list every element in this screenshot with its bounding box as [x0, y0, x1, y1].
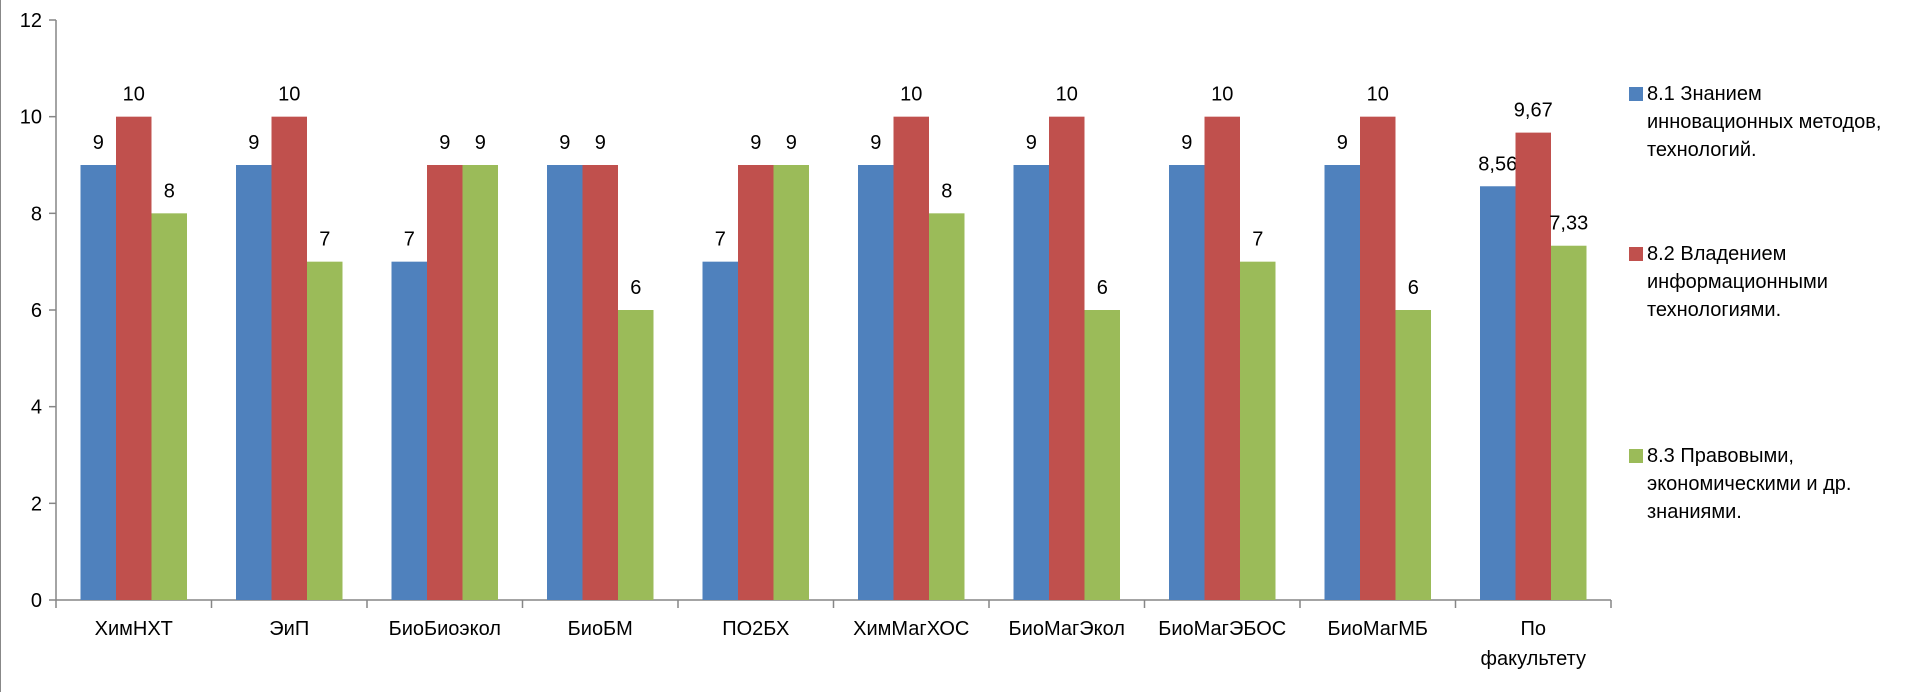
bar	[1360, 116, 1396, 601]
bar	[738, 165, 774, 600]
bar	[1240, 261, 1276, 600]
legend-swatch	[1629, 87, 1643, 101]
x-category-label: БиоМагЭкол	[1009, 618, 1125, 640]
data-label: 6	[630, 277, 641, 299]
bar	[582, 165, 618, 600]
x-category-label: ПО2БХ	[722, 618, 789, 640]
x-category-label: БиоМагЭБОС	[1158, 618, 1286, 640]
legend-item: 8.1 Знанием инновационных методов, техно…	[1629, 80, 1909, 164]
data-label: 7	[404, 229, 415, 251]
data-label: 8	[941, 180, 952, 202]
y-tick-label: 8	[31, 203, 42, 225]
legend-swatch	[1629, 449, 1643, 463]
bar	[1049, 116, 1085, 601]
legend-label: 8.3 Правовыми, экономическими и др. знан…	[1647, 445, 1852, 523]
bar	[618, 310, 654, 600]
data-label: 7	[1252, 229, 1263, 251]
data-label: 9	[750, 132, 761, 154]
bar	[1324, 165, 1360, 600]
bar	[858, 165, 894, 600]
data-label: 10	[278, 84, 300, 106]
data-label: 7,33	[1549, 213, 1588, 235]
legend-item: 8.3 Правовыми, экономическими и др. знан…	[1629, 442, 1909, 526]
bar	[702, 261, 738, 600]
bar	[462, 165, 498, 600]
bar	[1013, 165, 1049, 600]
data-label: 7	[715, 229, 726, 251]
bar	[307, 261, 343, 600]
data-label: 9	[475, 132, 486, 154]
bar-chart: 0 2 4 6 8 10 12 9 9 7 9 7 9 9 9 9 8,56 10 10 9 9 9 10 10 10 10 9,6…	[20, 10, 1612, 670]
data-label: 6	[1097, 277, 1108, 299]
bar	[1084, 310, 1120, 600]
data-label: 10	[1056, 84, 1078, 106]
data-label: 9	[1181, 132, 1192, 154]
bar	[1515, 132, 1551, 600]
bar	[773, 165, 809, 600]
data-label: 10	[1367, 84, 1389, 106]
data-label: 9	[559, 132, 570, 154]
y-tick-label: 4	[31, 397, 42, 419]
y-tick-label: 12	[20, 10, 42, 32]
data-label: 9,67	[1514, 100, 1553, 122]
data-label: 8,56	[1478, 153, 1517, 175]
data-label: 10	[1211, 84, 1233, 106]
x-category-label: ХимМагХОС	[853, 618, 969, 640]
bar	[236, 165, 272, 600]
bar	[1169, 165, 1205, 600]
data-label: 10	[123, 84, 145, 106]
bar	[1480, 186, 1516, 600]
bar	[929, 213, 965, 601]
data-label: 9	[1337, 132, 1348, 154]
bar	[1395, 310, 1431, 600]
y-tick-label: 6	[31, 300, 42, 322]
data-label: 9	[786, 132, 797, 154]
bar	[547, 165, 583, 600]
bar	[427, 165, 463, 600]
bar	[116, 116, 152, 601]
legend-label: 8.2 Владением информационными технология…	[1647, 243, 1828, 321]
x-category-label: По факультету	[1481, 618, 1586, 670]
bar	[80, 165, 116, 600]
bar	[1551, 245, 1587, 600]
y-tick-label: 2	[31, 493, 42, 515]
data-label: 9	[248, 132, 259, 154]
x-category-label: ХимНХТ	[95, 618, 173, 640]
data-label: 7	[319, 229, 330, 251]
data-label: 6	[1408, 277, 1419, 299]
data-label: 9	[439, 132, 450, 154]
data-label: 10	[900, 84, 922, 106]
data-label: 9	[595, 132, 606, 154]
bar	[893, 116, 929, 601]
data-label: 9	[1026, 132, 1037, 154]
legend-label: 8.1 Знанием инновационных методов, техно…	[1647, 83, 1882, 161]
legend-swatch	[1629, 247, 1643, 261]
data-label: 8	[164, 180, 175, 202]
bar	[271, 116, 307, 601]
y-tick-label: 0	[31, 590, 42, 612]
x-category-label: БиоМагМБ	[1327, 618, 1428, 640]
x-category-label: БиоБиоэкол	[389, 618, 501, 640]
data-label: 9	[93, 132, 104, 154]
y-tick-label: 10	[20, 107, 42, 129]
bar	[391, 261, 427, 600]
legend-item: 8.2 Владением информационными технология…	[1629, 240, 1909, 324]
x-category-label: БиоБМ	[568, 618, 633, 640]
bar	[151, 213, 187, 601]
data-label: 9	[870, 132, 881, 154]
x-category-label: ЭиП	[269, 618, 309, 640]
bar	[1204, 116, 1240, 601]
